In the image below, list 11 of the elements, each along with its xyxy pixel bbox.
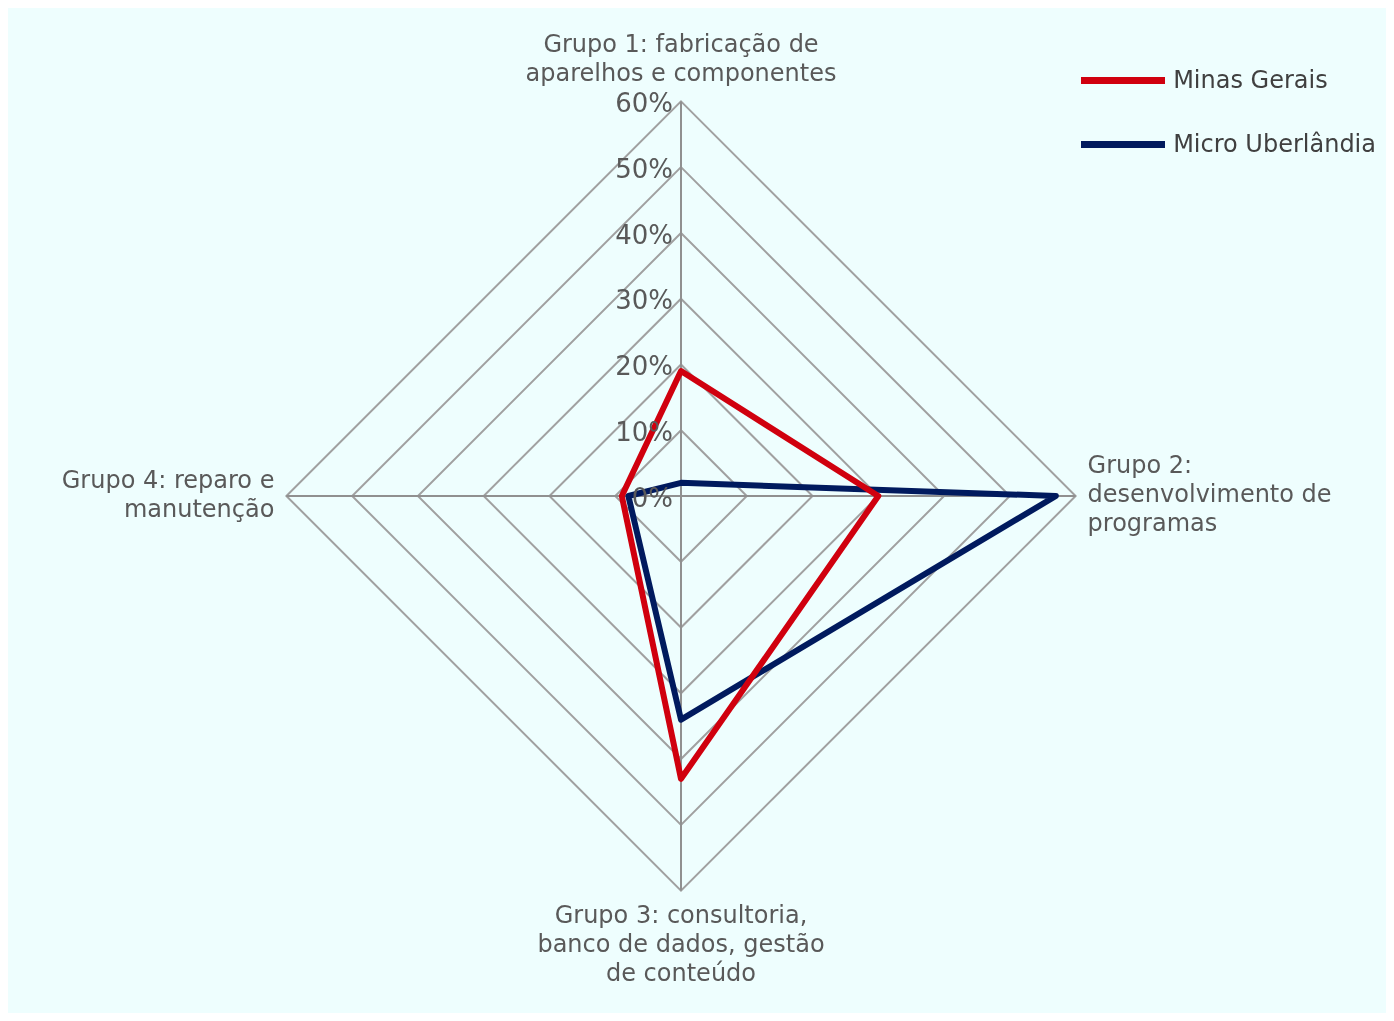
y-tick-label: 40% xyxy=(615,219,673,250)
spoke-label: Grupo 4: reparo e manutenção xyxy=(61,465,275,523)
legend-label: Micro Uberlândia xyxy=(1173,130,1376,158)
spoke-label: Grupo 3: consultoria, banco de dados, gestão de conteúdo xyxy=(537,901,825,987)
y-tick-label: 50% xyxy=(615,153,673,184)
spoke-label: Grupo 2: desenvolvimento de programas xyxy=(1087,451,1332,538)
y-tick-label: 20% xyxy=(615,351,673,382)
y-tick-label: 60% xyxy=(615,88,673,119)
legend-label: Minas Gerais xyxy=(1173,66,1328,94)
spoke-label: Grupo 1: fabricação de aparelhos e componentes xyxy=(525,30,837,88)
y-tick-label: 30% xyxy=(615,285,673,316)
